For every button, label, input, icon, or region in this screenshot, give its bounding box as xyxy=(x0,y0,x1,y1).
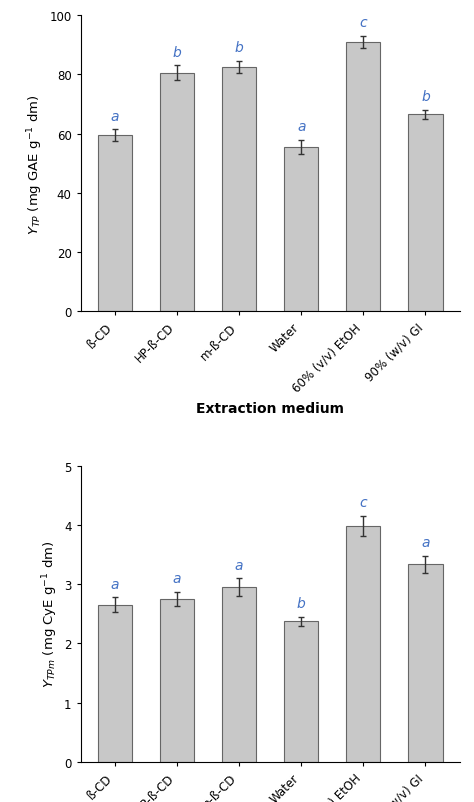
Bar xyxy=(284,148,319,312)
Text: a: a xyxy=(297,119,305,134)
Text: c: c xyxy=(360,496,367,510)
Bar xyxy=(409,115,443,312)
Text: b: b xyxy=(297,597,306,610)
Bar xyxy=(98,136,132,312)
Text: b: b xyxy=(173,46,182,60)
Text: c: c xyxy=(360,16,367,30)
Text: a: a xyxy=(421,536,430,549)
Text: a: a xyxy=(110,110,119,124)
Y-axis label: $Y_{TPm}$ (mg CyE g$^{-1}$ dm): $Y_{TPm}$ (mg CyE g$^{-1}$ dm) xyxy=(40,541,60,687)
Bar xyxy=(222,587,256,762)
Bar xyxy=(160,599,194,762)
Text: a: a xyxy=(110,577,119,591)
Text: b: b xyxy=(421,91,430,104)
Text: b: b xyxy=(235,42,244,55)
Bar xyxy=(160,74,194,312)
Bar xyxy=(222,68,256,312)
Bar xyxy=(346,526,381,762)
Bar xyxy=(409,565,443,762)
Text: a: a xyxy=(173,572,181,585)
X-axis label: Extraction medium: Extraction medium xyxy=(196,401,344,415)
Bar xyxy=(284,622,319,762)
Text: a: a xyxy=(235,558,243,572)
Bar xyxy=(98,605,132,762)
Bar xyxy=(346,43,381,312)
Y-axis label: $Y_{TP}$ (mg GAE g$^{-1}$ dm): $Y_{TP}$ (mg GAE g$^{-1}$ dm) xyxy=(26,94,45,234)
